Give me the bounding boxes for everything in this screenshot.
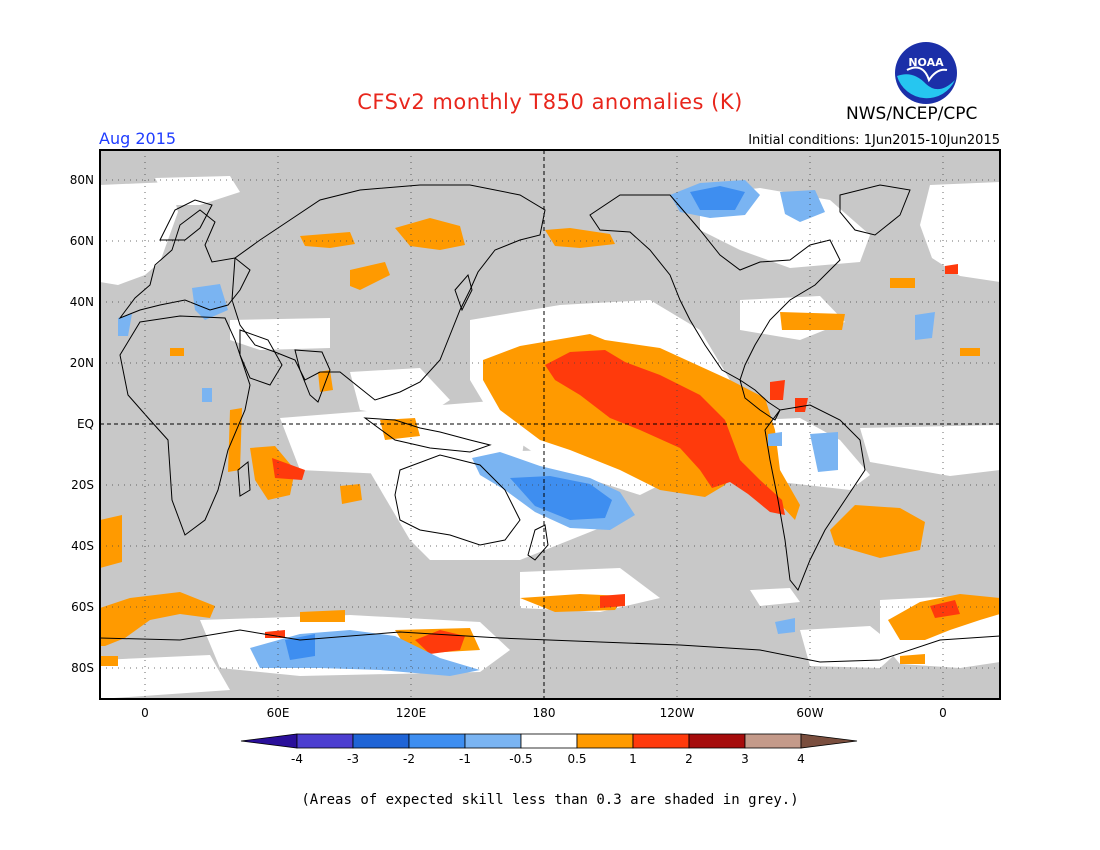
- skill-footnote: (Areas of expected skill less than 0.3 a…: [301, 792, 799, 808]
- colorbar-label: 0.5: [567, 752, 586, 766]
- blue-anomaly-regions: [285, 186, 745, 660]
- graticule: [100, 150, 1000, 699]
- colorbar-labels: -4 -3 -2 -1 -0.5 0.5 1 2 3 4: [291, 752, 805, 766]
- colorbar-swatch: [744, 733, 802, 749]
- reference-lines: [100, 150, 1000, 699]
- lon-label: 0: [939, 706, 947, 720]
- colorbar-label: 3: [741, 752, 749, 766]
- lat-labels: 80N 60N 40N 20N EQ 20S 40S 60S 80S: [70, 173, 94, 675]
- colorbar-label: 1: [629, 752, 637, 766]
- colorbar-label: -2: [403, 752, 415, 766]
- initial-conditions: Initial conditions: 1Jun2015-10Jun2015: [748, 133, 1000, 148]
- colorbar-label: 2: [685, 752, 693, 766]
- lat-label: 60N: [70, 234, 94, 248]
- colorbar-swatch: [688, 733, 746, 749]
- colorbar-arrow-high: [800, 733, 858, 749]
- colorbar-swatch: [352, 733, 410, 749]
- colorbar-swatch: [520, 733, 578, 749]
- colorbar-arrow-low: [240, 733, 298, 749]
- lat-label: 80N: [70, 173, 94, 187]
- valid-month: Aug 2015: [99, 129, 177, 148]
- colorbar-swatch: [632, 733, 690, 749]
- colorbar-swatch: [296, 733, 354, 749]
- lon-labels: 0 60E 120E 180 120W 60W 0: [141, 706, 947, 720]
- lon-label: 120E: [396, 706, 427, 720]
- lat-label: 20S: [71, 478, 94, 492]
- lat-label: 20N: [70, 356, 94, 370]
- lon-label: 60W: [796, 706, 823, 720]
- lon-label: 180: [533, 706, 556, 720]
- colorbar-swatch: [408, 733, 466, 749]
- noaa-logo: NOAA: [895, 42, 957, 104]
- colorbar: [240, 733, 858, 749]
- lat-label: EQ: [77, 417, 94, 431]
- colorbar-label: -0.5: [509, 752, 532, 766]
- map-frame: [99, 149, 1001, 700]
- map-title: CFSv2 monthly T850 anomalies (K): [357, 90, 743, 114]
- lon-label: 120W: [660, 706, 695, 720]
- colorbar-label: -3: [347, 752, 359, 766]
- colorbar-swatch: [464, 733, 522, 749]
- coastlines: [100, 184, 1000, 663]
- colorbar-label: -4: [291, 752, 303, 766]
- red-anomaly-regions: [265, 264, 960, 654]
- lat-label: 80S: [71, 661, 94, 675]
- lon-label: 60E: [267, 706, 290, 720]
- lat-label: 40S: [71, 539, 94, 553]
- agency-label: NWS/NCEP/CPC: [846, 104, 978, 124]
- lat-label: 60S: [71, 600, 94, 614]
- lon-label: 0: [141, 706, 149, 720]
- colorbar-label: 4: [797, 752, 805, 766]
- lat-label: 40N: [70, 295, 94, 309]
- colorbar-swatch: [576, 733, 634, 749]
- noaa-logo-text: NOAA: [908, 56, 944, 69]
- colorbar-label: -1: [459, 752, 471, 766]
- world-map: 80N 60N 40N 20N EQ 20S 40S 60S 80S 0 60E…: [70, 149, 1001, 766]
